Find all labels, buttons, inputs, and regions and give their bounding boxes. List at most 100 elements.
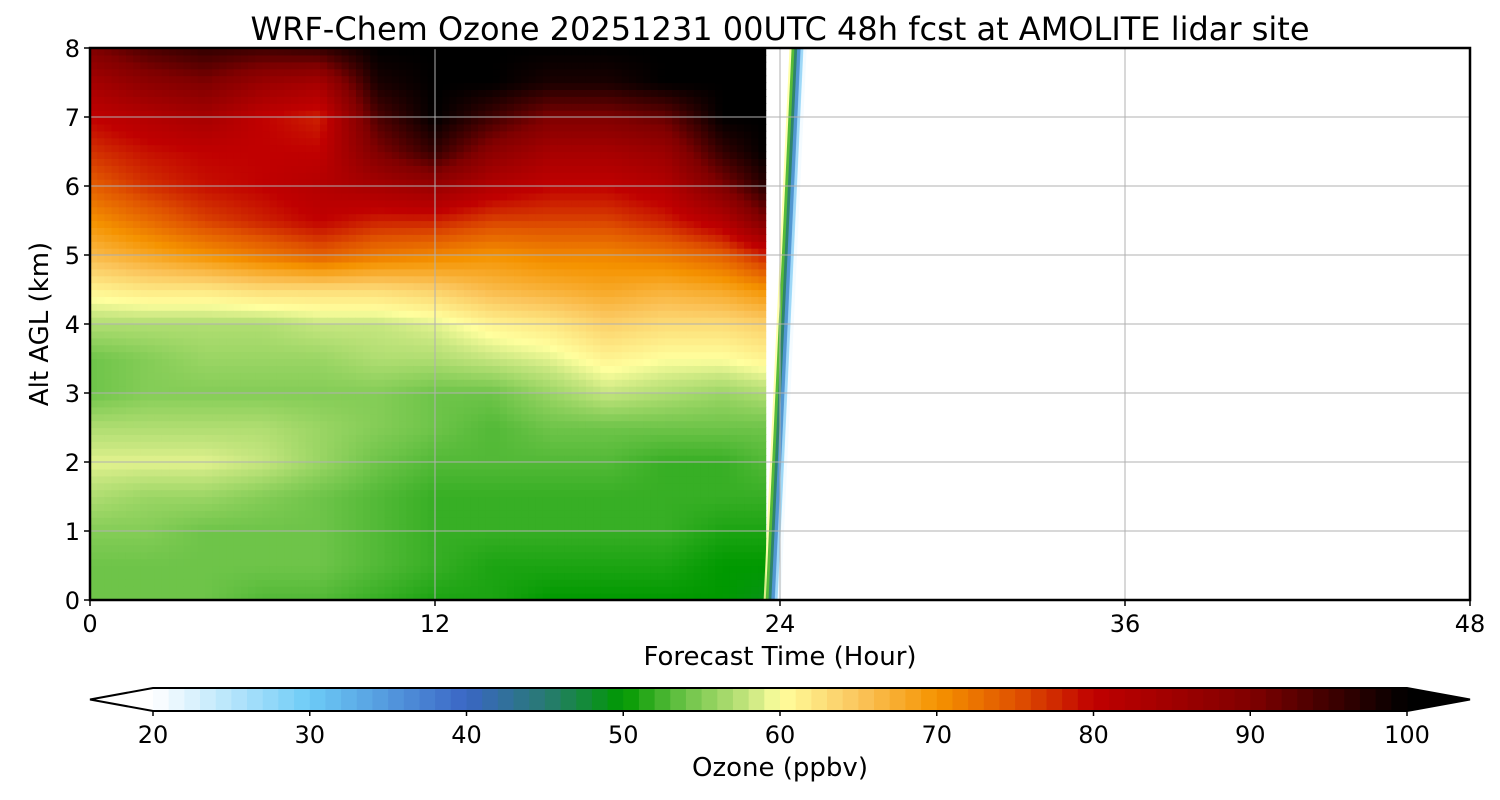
heatmap-cell <box>233 503 242 511</box>
heatmap-cell <box>161 537 170 546</box>
heatmap-cell <box>470 413 479 422</box>
heatmap-cell <box>391 54 400 63</box>
heatmap-cell <box>355 110 364 118</box>
heatmap-cell <box>147 123 156 132</box>
heatmap-cell <box>269 427 278 435</box>
heatmap-cell <box>305 337 314 346</box>
heatmap-cell <box>449 89 458 97</box>
heatmap-cell <box>269 296 278 304</box>
heatmap-cell <box>348 179 357 187</box>
heatmap-cell <box>334 172 343 180</box>
heatmap-cell <box>320 551 328 560</box>
heatmap-cell <box>384 413 393 422</box>
heatmap-cell <box>391 68 400 77</box>
heatmap-cell <box>133 455 141 463</box>
heatmap-cell <box>298 531 307 539</box>
heatmap-cell <box>320 455 328 463</box>
heatmap-cell <box>399 317 407 325</box>
heatmap-cell <box>521 365 530 373</box>
heatmap-cell <box>370 89 379 97</box>
heatmap-cell <box>470 110 479 118</box>
heatmap-cell <box>197 399 206 408</box>
heatmap-cell <box>341 544 350 553</box>
heatmap-cell <box>197 234 206 242</box>
heatmap-cell <box>384 593 393 600</box>
heatmap-cell <box>269 165 278 173</box>
heatmap-cell <box>305 213 314 222</box>
heatmap-cell <box>176 103 185 111</box>
heatmap-cell <box>427 75 436 84</box>
heatmap-cell <box>118 448 127 456</box>
heatmap-cell <box>262 103 271 111</box>
heatmap-cell <box>413 593 422 600</box>
heatmap-cell <box>176 158 185 166</box>
heatmap-cell <box>470 365 479 373</box>
heatmap-cell <box>305 255 314 263</box>
heatmap-cell <box>442 544 450 553</box>
heatmap-cell <box>269 406 278 415</box>
heatmap-cell <box>492 441 501 449</box>
heatmap-cell <box>377 61 386 70</box>
heatmap-cell <box>435 130 443 139</box>
heatmap-cell <box>291 379 300 387</box>
heatmap-cell <box>499 579 508 587</box>
heatmap-cell <box>269 468 278 477</box>
heatmap-cell <box>212 386 220 394</box>
heatmap-cell <box>478 551 486 560</box>
heatmap-cell <box>327 330 335 339</box>
heatmap-cell <box>355 96 364 104</box>
heatmap-cell <box>183 593 192 600</box>
heatmap-cell <box>327 393 335 401</box>
heatmap-cell <box>197 137 206 146</box>
heatmap-cell <box>341 130 350 139</box>
heatmap-cell <box>492 337 501 346</box>
heatmap-cell <box>384 151 393 159</box>
heatmap-cell <box>420 572 429 580</box>
heatmap-cell <box>312 110 321 118</box>
heatmap-cell <box>90 565 98 573</box>
heatmap-cell <box>355 61 364 70</box>
heatmap-cell <box>413 489 422 498</box>
heatmap-cell <box>499 365 508 373</box>
heatmap-cell <box>427 137 436 146</box>
heatmap-cell <box>312 261 321 270</box>
heatmap-cell <box>291 261 300 270</box>
heatmap-cell <box>456 572 465 580</box>
heatmap-cell <box>111 531 120 539</box>
heatmap-cell <box>284 558 292 567</box>
heatmap-cell <box>248 158 256 166</box>
heatmap-cell <box>197 586 206 594</box>
heatmap-cell <box>284 344 292 353</box>
heatmap-cell <box>327 303 335 311</box>
heatmap-cell <box>284 324 292 332</box>
heatmap-cell <box>427 524 436 532</box>
heatmap-cell <box>97 130 105 139</box>
heatmap-cell <box>399 296 407 304</box>
heatmap-cell <box>528 186 537 194</box>
heatmap-cell <box>291 303 300 311</box>
heatmap-cell <box>226 213 235 222</box>
heatmap-cell <box>499 413 508 422</box>
heatmap-cell <box>154 558 163 567</box>
heatmap-cell <box>413 234 422 242</box>
heatmap-cell <box>528 510 537 518</box>
heatmap-cell <box>161 420 170 429</box>
heatmap-cell <box>90 330 98 339</box>
heatmap-cell <box>355 579 364 587</box>
heatmap-cell <box>456 482 465 491</box>
heatmap-cell <box>284 434 292 442</box>
heatmap-cell <box>506 427 515 435</box>
heatmap-cell <box>427 179 436 187</box>
heatmap-cell <box>348 482 357 491</box>
heatmap-cell <box>104 593 113 600</box>
heatmap-cell <box>197 186 206 194</box>
heatmap-cell <box>363 593 371 600</box>
heatmap-cell <box>305 206 314 215</box>
heatmap-cell <box>233 399 242 408</box>
heatmap-cell <box>442 572 450 580</box>
heatmap-cell <box>449 317 458 325</box>
heatmap-cell <box>427 365 436 373</box>
heatmap-cell <box>125 68 134 77</box>
heatmap-cell <box>463 227 472 235</box>
heatmap-cell <box>298 275 307 284</box>
